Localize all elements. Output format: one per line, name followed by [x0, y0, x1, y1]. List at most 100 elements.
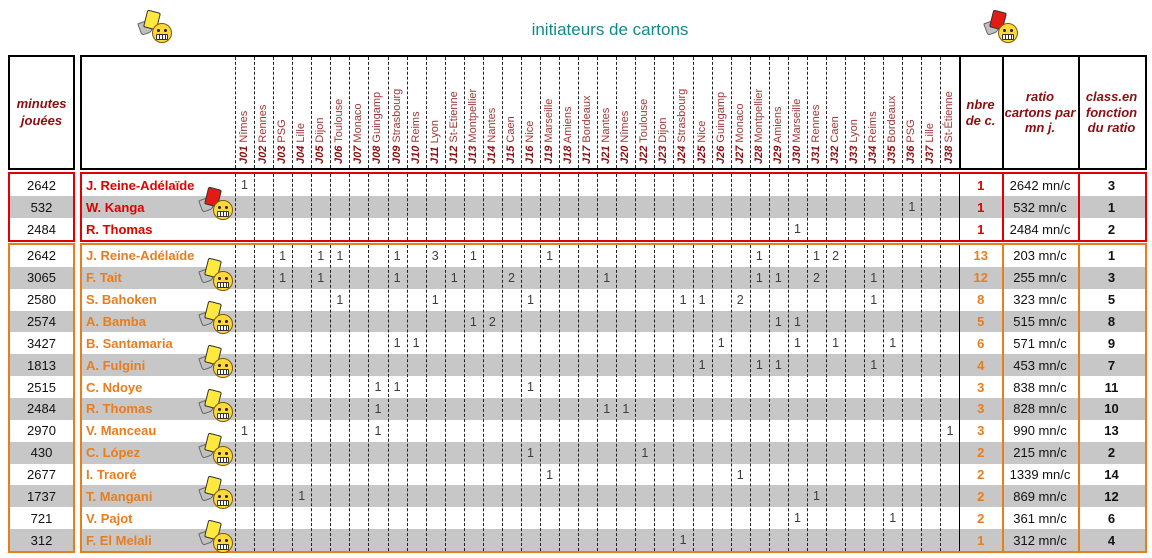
opponent-name: PSG [276, 119, 289, 146]
table-row: J. Reine-Adélaïde 1 1 1 1 3 1 1 1 1 2 13 203 mn/c 1 [82, 245, 1145, 267]
card-count: 1 [279, 248, 287, 263]
matchday-header: J29 Amiens [769, 57, 788, 168]
rank-value: 2 [1107, 445, 1116, 461]
card-count: 2 [832, 248, 840, 263]
matchday-header: J37 Lille [921, 57, 940, 168]
matchday-code: J30 [790, 145, 803, 164]
player-name: V. Pajot [86, 510, 133, 526]
matchday-header: J18 Amiens [559, 57, 578, 168]
total-cards-value: 2 [977, 510, 985, 526]
matchday-header: J16 Nice [521, 57, 540, 168]
opponent-name: Rennes [809, 104, 822, 146]
matchday-header: J14 Nantes [483, 57, 502, 168]
yellow-card-smiley-icon [137, 9, 172, 43]
matchday-header: J05 Dijon [311, 57, 330, 168]
rank-value: 6 [1107, 510, 1116, 526]
minutes-box-red: 2642 532 2484 [8, 172, 75, 242]
card-count: 1 [527, 380, 534, 395]
opponent-name: Reims [867, 111, 880, 146]
player-name: A. Bamba [86, 314, 146, 329]
rank-value: 14 [1104, 467, 1119, 483]
card-count: 1 [527, 292, 534, 307]
matchday-code: J14 [485, 145, 498, 164]
card-count: 1 [374, 380, 382, 395]
rank-value: 9 [1107, 335, 1116, 351]
opponent-name: Amiens [562, 106, 575, 146]
opponent-name: Monaco [733, 103, 746, 146]
table-row: I. Traoré 1 1 2 1339 mn/c 14 [82, 464, 1145, 486]
table-row: R. Thomas 1 1 1 3 828 mn/c 10 [82, 388, 1145, 422]
card-count: 1 [870, 292, 878, 307]
opponent-name: Guingamp [371, 91, 384, 146]
table-row: F. Tait 1 1 1 1 2 1 1 1 2 1 12 255 mn/c 3 [82, 257, 1145, 291]
minutes-cell: 2515 [27, 379, 56, 395]
table-row: F. El Melali 1 1 312 mn/c 4 [82, 519, 1145, 554]
rank-value: 5 [1107, 292, 1116, 308]
smiley-face-icon [213, 200, 233, 220]
opponent-name: Montpellier [752, 88, 765, 146]
opponent-name: Guingamp [714, 91, 727, 146]
matchday-header: J13 Montpellier [464, 57, 483, 168]
player-name: S. Bahoken [86, 292, 157, 308]
card-count: 1 [450, 270, 458, 285]
minutes-cell: 3065 [10, 266, 73, 289]
ratio-value: 990 mn/c [1013, 423, 1067, 439]
table-row: J. Reine-Adélaïde 1 1 2642 mn/c 3 [82, 174, 1145, 196]
opponent-name: Monaco [352, 103, 365, 146]
opponent-name: Nice [523, 120, 536, 146]
matchday-code: J01 [238, 145, 250, 164]
matchday-header: J08 Guingamp [368, 57, 387, 168]
matchday-header: J12 St-Etienne [445, 57, 464, 168]
matchday-code: J19 [543, 145, 555, 164]
card-count: 1 [679, 292, 687, 307]
matchday-code: J34 [867, 145, 880, 164]
total-cards-value: 1 [977, 177, 985, 193]
matchday-code: J04 [295, 145, 308, 164]
card-count: 1 [793, 222, 801, 236]
matchday-code: J36 [905, 145, 918, 164]
smiley-face-icon [213, 445, 233, 466]
player-name: C. López [86, 445, 141, 461]
opponent-name: Caen [504, 116, 517, 146]
matchday-code: J25 [695, 145, 708, 164]
matchday-code: J26 [714, 145, 727, 164]
card-count: 1 [336, 248, 344, 263]
smiley-face-icon [213, 270, 233, 291]
card-count: 1 [736, 467, 744, 482]
minutes-box-orange: 2642 3065 2580 2574 3427 1813 2515 2484 2970 430 2… [8, 243, 75, 553]
card-count: 1 [641, 445, 649, 460]
matchday-header: J33 Lyon [845, 57, 864, 168]
matchday-header: J20 Nîmes [616, 57, 635, 168]
smiley-face-icon [213, 401, 233, 422]
matchday-header: J21 Nantes [597, 57, 616, 168]
card-count: 1 [393, 380, 401, 395]
opponent-name: Nantes [485, 107, 498, 146]
minutes-cell: 2574 [10, 310, 73, 333]
card-count: 2 [488, 314, 496, 329]
card-count: 1 [755, 358, 763, 373]
player-name: R. Thomas [86, 221, 153, 237]
rank-value: 4 [1107, 532, 1116, 548]
total-cards-value: 3 [977, 379, 985, 395]
total-cards-value: 3 [977, 423, 985, 439]
card-count: 1 [469, 314, 477, 329]
player-name: W. Kanga [86, 199, 145, 215]
card-count: 1 [755, 270, 763, 285]
rank-value: 13 [1104, 423, 1119, 439]
rank-value: 12 [1104, 488, 1119, 504]
opponent-name: Caen [828, 116, 841, 146]
total-cards-value: 3 [977, 401, 985, 417]
rank-value: 1 [1107, 199, 1116, 215]
matchday-header: J07 Monaco [349, 57, 368, 168]
rank-value: 7 [1107, 357, 1116, 373]
rank-value: 2 [1107, 221, 1116, 237]
matchday-code: J21 [600, 145, 613, 164]
ratio-value: 203 mn/c [1013, 248, 1067, 264]
matchday-header: J30 Marseille [788, 57, 807, 168]
card-count: 1 [622, 401, 630, 416]
matchday-code: J13 [466, 145, 479, 164]
matchday-code: J08 [371, 145, 384, 164]
matchday-code: J38 [943, 145, 956, 164]
card-count: 1 [679, 533, 687, 548]
matchday-header: J35 Bordeaux [883, 57, 902, 168]
